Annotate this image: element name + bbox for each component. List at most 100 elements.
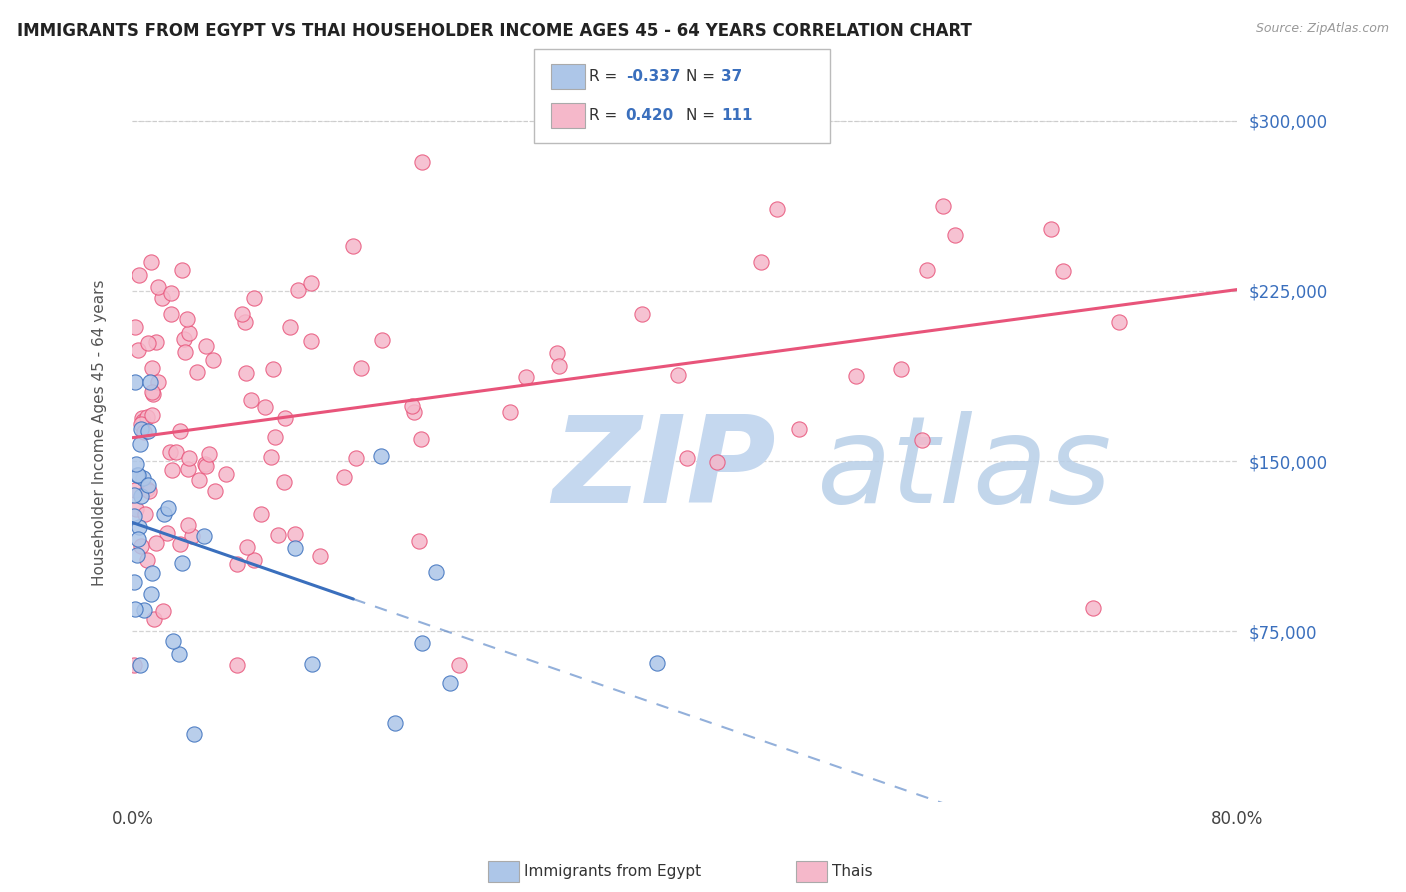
Text: 111: 111 (721, 108, 752, 122)
Point (193, 529, 215, 543)
Point (1081, 600, 1104, 615)
Text: Thais: Thais (832, 864, 873, 879)
Point (932, 199, 955, 213)
Point (301, 657, 323, 671)
Point (673, 79, 696, 94)
Point (142, 612, 165, 626)
Point (152, 604, 174, 618)
Point (134, 425, 156, 439)
Point (131, 489, 153, 503)
Point (250, 507, 273, 521)
Point (122, 575, 145, 590)
Text: IMMIGRANTS FROM EGYPT VS THAI HOUSEHOLDER INCOME AGES 45 - 64 YEARS CORRELATION : IMMIGRANTS FROM EGYPT VS THAI HOUSEHOLDE… (17, 22, 972, 40)
Point (401, 399, 423, 413)
Point (142, 387, 165, 401)
Point (124, 320, 146, 334)
Point (127, 467, 149, 482)
Point (260, 450, 283, 465)
Point (136, 478, 159, 492)
Point (235, 366, 257, 380)
Point (194, 339, 217, 353)
Point (299, 277, 322, 291)
Point (202, 353, 225, 368)
Point (411, 636, 433, 650)
Point (1040, 222, 1063, 236)
Point (287, 283, 309, 297)
Point (943, 228, 966, 243)
Point (131, 410, 153, 425)
Point (186, 365, 208, 379)
Text: R =: R = (589, 70, 623, 84)
Text: R =: R = (589, 108, 627, 122)
Point (129, 539, 152, 553)
Point (515, 370, 537, 384)
Point (370, 449, 392, 463)
Point (146, 280, 169, 294)
Point (128, 268, 150, 283)
Text: N =: N = (686, 70, 720, 84)
Point (132, 602, 155, 616)
Point (177, 326, 200, 341)
Point (136, 409, 159, 424)
Point (411, 155, 433, 169)
Point (124, 483, 146, 497)
Point (439, 676, 461, 690)
Point (145, 535, 167, 549)
Point (139, 254, 162, 268)
Point (180, 529, 202, 543)
Point (150, 291, 173, 305)
Point (174, 345, 197, 359)
Text: 0.420: 0.420 (626, 108, 673, 122)
Point (547, 359, 569, 373)
Point (141, 384, 163, 399)
Point (169, 647, 191, 661)
Point (342, 239, 364, 253)
Point (127, 548, 149, 562)
Point (309, 549, 332, 563)
Point (845, 368, 868, 383)
Point (409, 432, 432, 446)
Point (145, 335, 167, 350)
Point (156, 525, 179, 540)
Point (131, 421, 153, 435)
Point (159, 285, 181, 300)
Point (235, 315, 257, 329)
Point (136, 425, 159, 439)
Point (165, 445, 187, 459)
Point (706, 455, 728, 469)
Point (159, 445, 181, 459)
Text: -0.337: -0.337 (626, 70, 681, 84)
Point (132, 413, 155, 427)
Point (226, 557, 249, 571)
Point (284, 527, 307, 541)
Point (141, 408, 163, 422)
Point (240, 392, 263, 407)
Point (139, 587, 162, 601)
Point (262, 362, 284, 376)
Point (425, 565, 447, 579)
Point (135, 482, 157, 496)
Point (122, 488, 145, 502)
Point (371, 333, 394, 347)
Text: Immigrants from Egypt: Immigrants from Egypt (524, 864, 702, 879)
Point (125, 501, 148, 516)
Point (404, 405, 426, 419)
Point (333, 470, 356, 484)
Point (141, 360, 163, 375)
Point (676, 451, 699, 466)
Point (129, 658, 152, 673)
Point (1052, 263, 1074, 277)
Point (408, 534, 430, 549)
Point (267, 528, 290, 542)
Point (136, 336, 159, 351)
Point (124, 375, 146, 389)
Point (235, 541, 257, 555)
Point (911, 433, 934, 447)
Text: atlas: atlas (817, 411, 1112, 528)
Point (187, 474, 209, 488)
Point (124, 601, 146, 615)
Point (159, 307, 181, 321)
Point (177, 518, 200, 533)
Point (194, 457, 217, 471)
Point (274, 411, 297, 425)
